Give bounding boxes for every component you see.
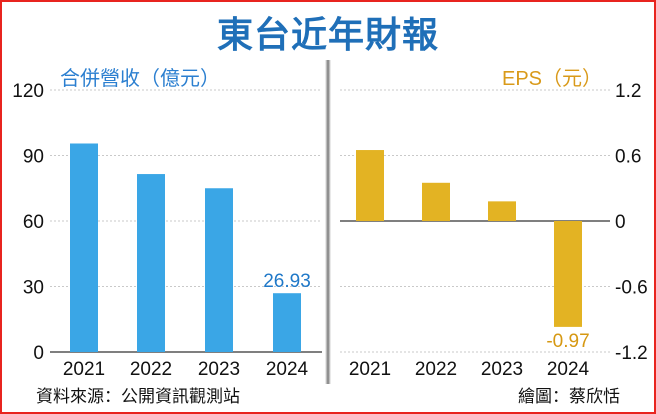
- revenue-bar-2024: [273, 293, 301, 352]
- revenue-chart-title: 合併營收（億元）: [60, 68, 220, 90]
- revenue-bar-2022: [137, 174, 165, 352]
- revenue-ytick-label: 0: [33, 343, 44, 364]
- eps-chart-title: EPS（元）: [502, 68, 603, 90]
- eps-ytick-label: -0.6: [615, 278, 648, 299]
- eps-ytick-label: 0.6: [615, 147, 641, 168]
- eps-xtick-label: 2023: [481, 359, 523, 380]
- revenue-xtick-label: 2024: [266, 359, 309, 380]
- revenue-xtick-label: 2022: [130, 359, 172, 380]
- source-note: 資料來源：公開資訊觀測站: [36, 387, 240, 406]
- revenue-ytick-label: 120: [12, 81, 44, 102]
- panel-divider: [325, 60, 331, 384]
- eps-ytick-label: 0: [615, 212, 626, 233]
- eps-bar-2021: [356, 150, 384, 221]
- revenue-xtick-label: 2021: [63, 359, 105, 380]
- revenue-bar-2023: [205, 188, 233, 352]
- eps-bar-2022: [422, 182, 450, 221]
- eps-ytick-label: -1.2: [615, 343, 648, 364]
- revenue-ytick-label: 60: [23, 212, 44, 233]
- revenue-data-label: 26.93: [263, 271, 311, 292]
- revenue-ytick-label: 90: [23, 147, 44, 168]
- eps-xtick-label: 2024: [547, 359, 590, 380]
- eps-data-label: -0.97: [546, 331, 589, 352]
- eps-ytick-label: 1.2: [615, 81, 641, 102]
- revenue-xtick-label: 2023: [198, 359, 240, 380]
- revenue-bar-2021: [70, 143, 98, 352]
- eps-bar-2024: [554, 221, 582, 327]
- chart-title: 東台近年財報: [216, 14, 439, 55]
- credit-note: 繪圖：蔡欣恬: [518, 387, 620, 406]
- revenue-ytick-label: 30: [23, 278, 44, 299]
- eps-xtick-label: 2021: [349, 359, 391, 380]
- eps-xtick-label: 2022: [415, 359, 457, 380]
- eps-bar-2023: [488, 201, 516, 221]
